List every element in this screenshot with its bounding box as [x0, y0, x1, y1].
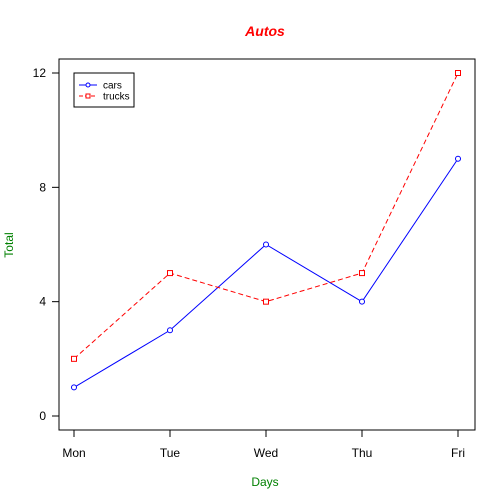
data-point-trucks [71, 355, 77, 362]
data-point-cars [167, 327, 173, 334]
legend-box [73, 72, 135, 108]
data-point-trucks [263, 298, 269, 305]
legend-label-cars: cars [103, 81, 122, 92]
y-tick-label: 0 [39, 409, 46, 423]
legend-marker-trucks [85, 93, 91, 99]
chart-title: Autos [244, 23, 285, 39]
x-tick-label: Wed [254, 446, 278, 460]
data-point-cars [455, 155, 461, 162]
data-point-trucks [359, 270, 365, 277]
x-tick-label: Fri [451, 446, 465, 460]
y-axis: 0 4 8 12 [33, 66, 60, 423]
x-tick-label: Thu [352, 446, 373, 460]
x-tick-label: Mon [62, 446, 85, 460]
y-axis-label: Total [2, 232, 16, 257]
x-axis: Mon Tue Wed Thu Fri [62, 429, 465, 460]
data-point-trucks [167, 270, 173, 277]
x-tick-label: Tue [160, 446, 181, 460]
data-point-trucks [455, 70, 461, 76]
data-point-cars [71, 384, 77, 391]
y-tick-label: 12 [33, 66, 47, 80]
x-axis-label: Days [251, 475, 278, 489]
data-point-cars [263, 241, 269, 248]
series-layer [71, 70, 461, 391]
data-point-cars [359, 298, 365, 305]
y-tick-label: 8 [39, 180, 46, 194]
series-line-trucks [73, 72, 459, 360]
y-tick-label: 4 [39, 295, 46, 309]
legend-marker-cars [85, 82, 91, 88]
legend-label-trucks: trucks [103, 92, 130, 103]
